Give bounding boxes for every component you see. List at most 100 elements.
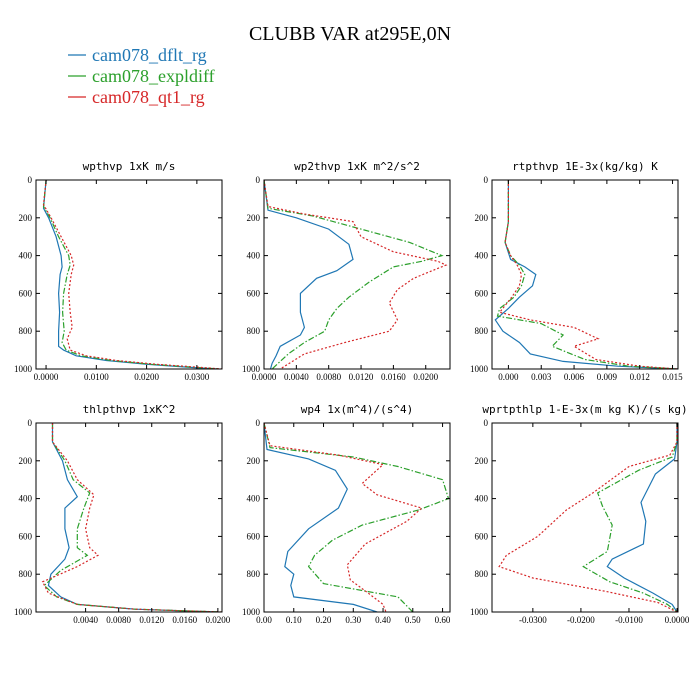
y-tick-label: 800	[475, 326, 489, 336]
chart-panel-2: rtpthvp 1E-3x(kg/kg) K 0 200 400 600 800 1000 0…	[470, 160, 683, 382]
x-tick-label: -0.0100	[615, 615, 643, 625]
y-tick-label: 600	[475, 531, 489, 541]
figure-title: CLUBB VAR at295E,0N	[249, 23, 451, 45]
y-tick-label: 0	[484, 418, 489, 428]
series-line-cam078_expldiff	[42, 180, 220, 369]
series-line-cam078_qt1_rg	[498, 180, 678, 369]
x-tick-label: 0.000	[498, 372, 519, 382]
y-tick-label: 0	[484, 175, 489, 185]
y-tick-label: 200	[19, 213, 33, 223]
y-tick-label: 800	[247, 569, 261, 579]
y-tick-label: 400	[247, 494, 261, 504]
x-tick-label: 0.0120	[139, 615, 164, 625]
x-tick-label: 0.00	[256, 615, 272, 625]
series-line-cam078_dflt_rg	[42, 180, 218, 369]
x-tick-label: 0.0120	[349, 372, 374, 382]
y-tick-label: 0	[28, 418, 33, 428]
series-line-cam078_dflt_rg	[264, 180, 354, 369]
y-tick-label: 200	[19, 456, 33, 466]
y-tick-label: 200	[247, 213, 261, 223]
y-tick-label: 600	[247, 288, 261, 298]
panel-title: wp2thvp 1xK m^2/s^2	[294, 160, 420, 173]
y-tick-label: 400	[19, 251, 33, 261]
x-tick-label: 0.0200	[134, 372, 159, 382]
series-line-cam078_dflt_rg	[606, 423, 678, 612]
y-tick-label: 600	[19, 288, 33, 298]
x-tick-label: 0.003	[531, 372, 552, 382]
x-tick-label: 0.0160	[172, 615, 197, 625]
series-line-cam078_expldiff	[496, 180, 678, 369]
legend-entry: cam078_qt1_rg	[68, 87, 205, 107]
series-group	[42, 180, 222, 369]
plot-frame	[35, 422, 223, 613]
series-line-cam078_qt1_rg	[498, 423, 678, 612]
series-line-cam078_qt1_rg	[42, 180, 222, 369]
y-tick-label: 600	[247, 531, 261, 541]
panel-title: wpthvp 1xK m/s	[83, 160, 176, 173]
series-group	[264, 180, 448, 369]
panel-title: rtpthvp 1E-3x(kg/kg) K	[512, 160, 658, 173]
y-tick-label: 0	[256, 418, 261, 428]
x-tick-label: 0.0040	[73, 615, 98, 625]
y-tick-label: 400	[19, 494, 33, 504]
x-tick-label: 0.0040	[284, 372, 309, 382]
y-tick-label: 800	[247, 326, 261, 336]
x-tick-label: 0.0000	[665, 615, 690, 625]
plot-frame	[491, 179, 679, 370]
x-tick-label: -0.0200	[567, 615, 595, 625]
y-tick-label: 400	[247, 251, 261, 261]
y-tick-label: 800	[19, 326, 33, 336]
series-line-cam078_expldiff	[264, 180, 444, 369]
y-tick-label: 200	[475, 213, 489, 223]
panel-title: wp4 1x(m^4)/(s^4)	[301, 403, 414, 416]
x-tick-label: 0.0080	[106, 615, 131, 625]
series-line-cam078_expldiff	[264, 423, 450, 612]
chart-panel-5: wprtpthlp 1-E-3x(m kg K)/(s kg) 0 200 400 60…	[470, 403, 690, 625]
x-tick-label: 0.012	[630, 372, 650, 382]
x-tick-label: 0.0300	[184, 372, 209, 382]
series-line-cam078_qt1_rg	[41, 423, 222, 612]
x-tick-label: 0.0200	[205, 615, 230, 625]
y-tick-label: 1000	[14, 364, 33, 374]
y-tick-label: 1000	[470, 607, 489, 617]
plot-frame	[491, 422, 679, 613]
x-tick-label: 0.20	[316, 615, 332, 625]
y-tick-label: 600	[475, 288, 489, 298]
x-tick-label: 0.0160	[381, 372, 406, 382]
y-tick-label: 600	[19, 531, 33, 541]
plot-frame	[35, 179, 223, 370]
x-tick-label: 0.0080	[316, 372, 341, 382]
series-group	[41, 423, 222, 612]
series-group	[264, 423, 450, 612]
y-tick-label: 200	[247, 456, 261, 466]
x-tick-label: 0.009	[597, 372, 618, 382]
legend-label-expldiff: cam078_expldiff	[92, 66, 215, 86]
x-tick-label: 0.10	[286, 615, 302, 625]
x-tick-label: 0.40	[375, 615, 391, 625]
y-tick-label: 0	[28, 175, 33, 185]
series-line-cam078_dflt_rg	[264, 423, 378, 612]
chart-panel-3: thlpthvp 1xK^2 0 200 400 600 800 1000 0.0040 0.0…	[14, 403, 231, 625]
x-tick-label: 0.0000	[34, 372, 59, 382]
panel-title: thlpthvp 1xK^2	[83, 403, 176, 416]
series-line-cam078_dflt_rg	[494, 180, 678, 369]
y-tick-label: 800	[475, 569, 489, 579]
series-line-cam078_expldiff	[582, 423, 678, 612]
series-line-cam078_qt1_rg	[264, 180, 448, 369]
series-group	[498, 423, 678, 612]
series-line-cam078_qt1_rg	[264, 423, 423, 612]
y-tick-label: 400	[475, 494, 489, 504]
plot-frame	[263, 422, 451, 613]
legend-entry: cam078_expldiff	[68, 66, 215, 86]
x-tick-label: 0.006	[564, 372, 585, 382]
legend-label-qt1: cam078_qt1_rg	[92, 87, 205, 107]
legend-label-dflt: cam078_dflt_rg	[92, 45, 207, 65]
panel-title: wprtpthlp 1-E-3x(m kg K)/(s kg)	[482, 403, 687, 416]
series-line-cam078_dflt_rg	[47, 423, 218, 612]
x-tick-label: 0.30	[345, 615, 361, 625]
y-tick-label: 1000	[470, 364, 489, 374]
